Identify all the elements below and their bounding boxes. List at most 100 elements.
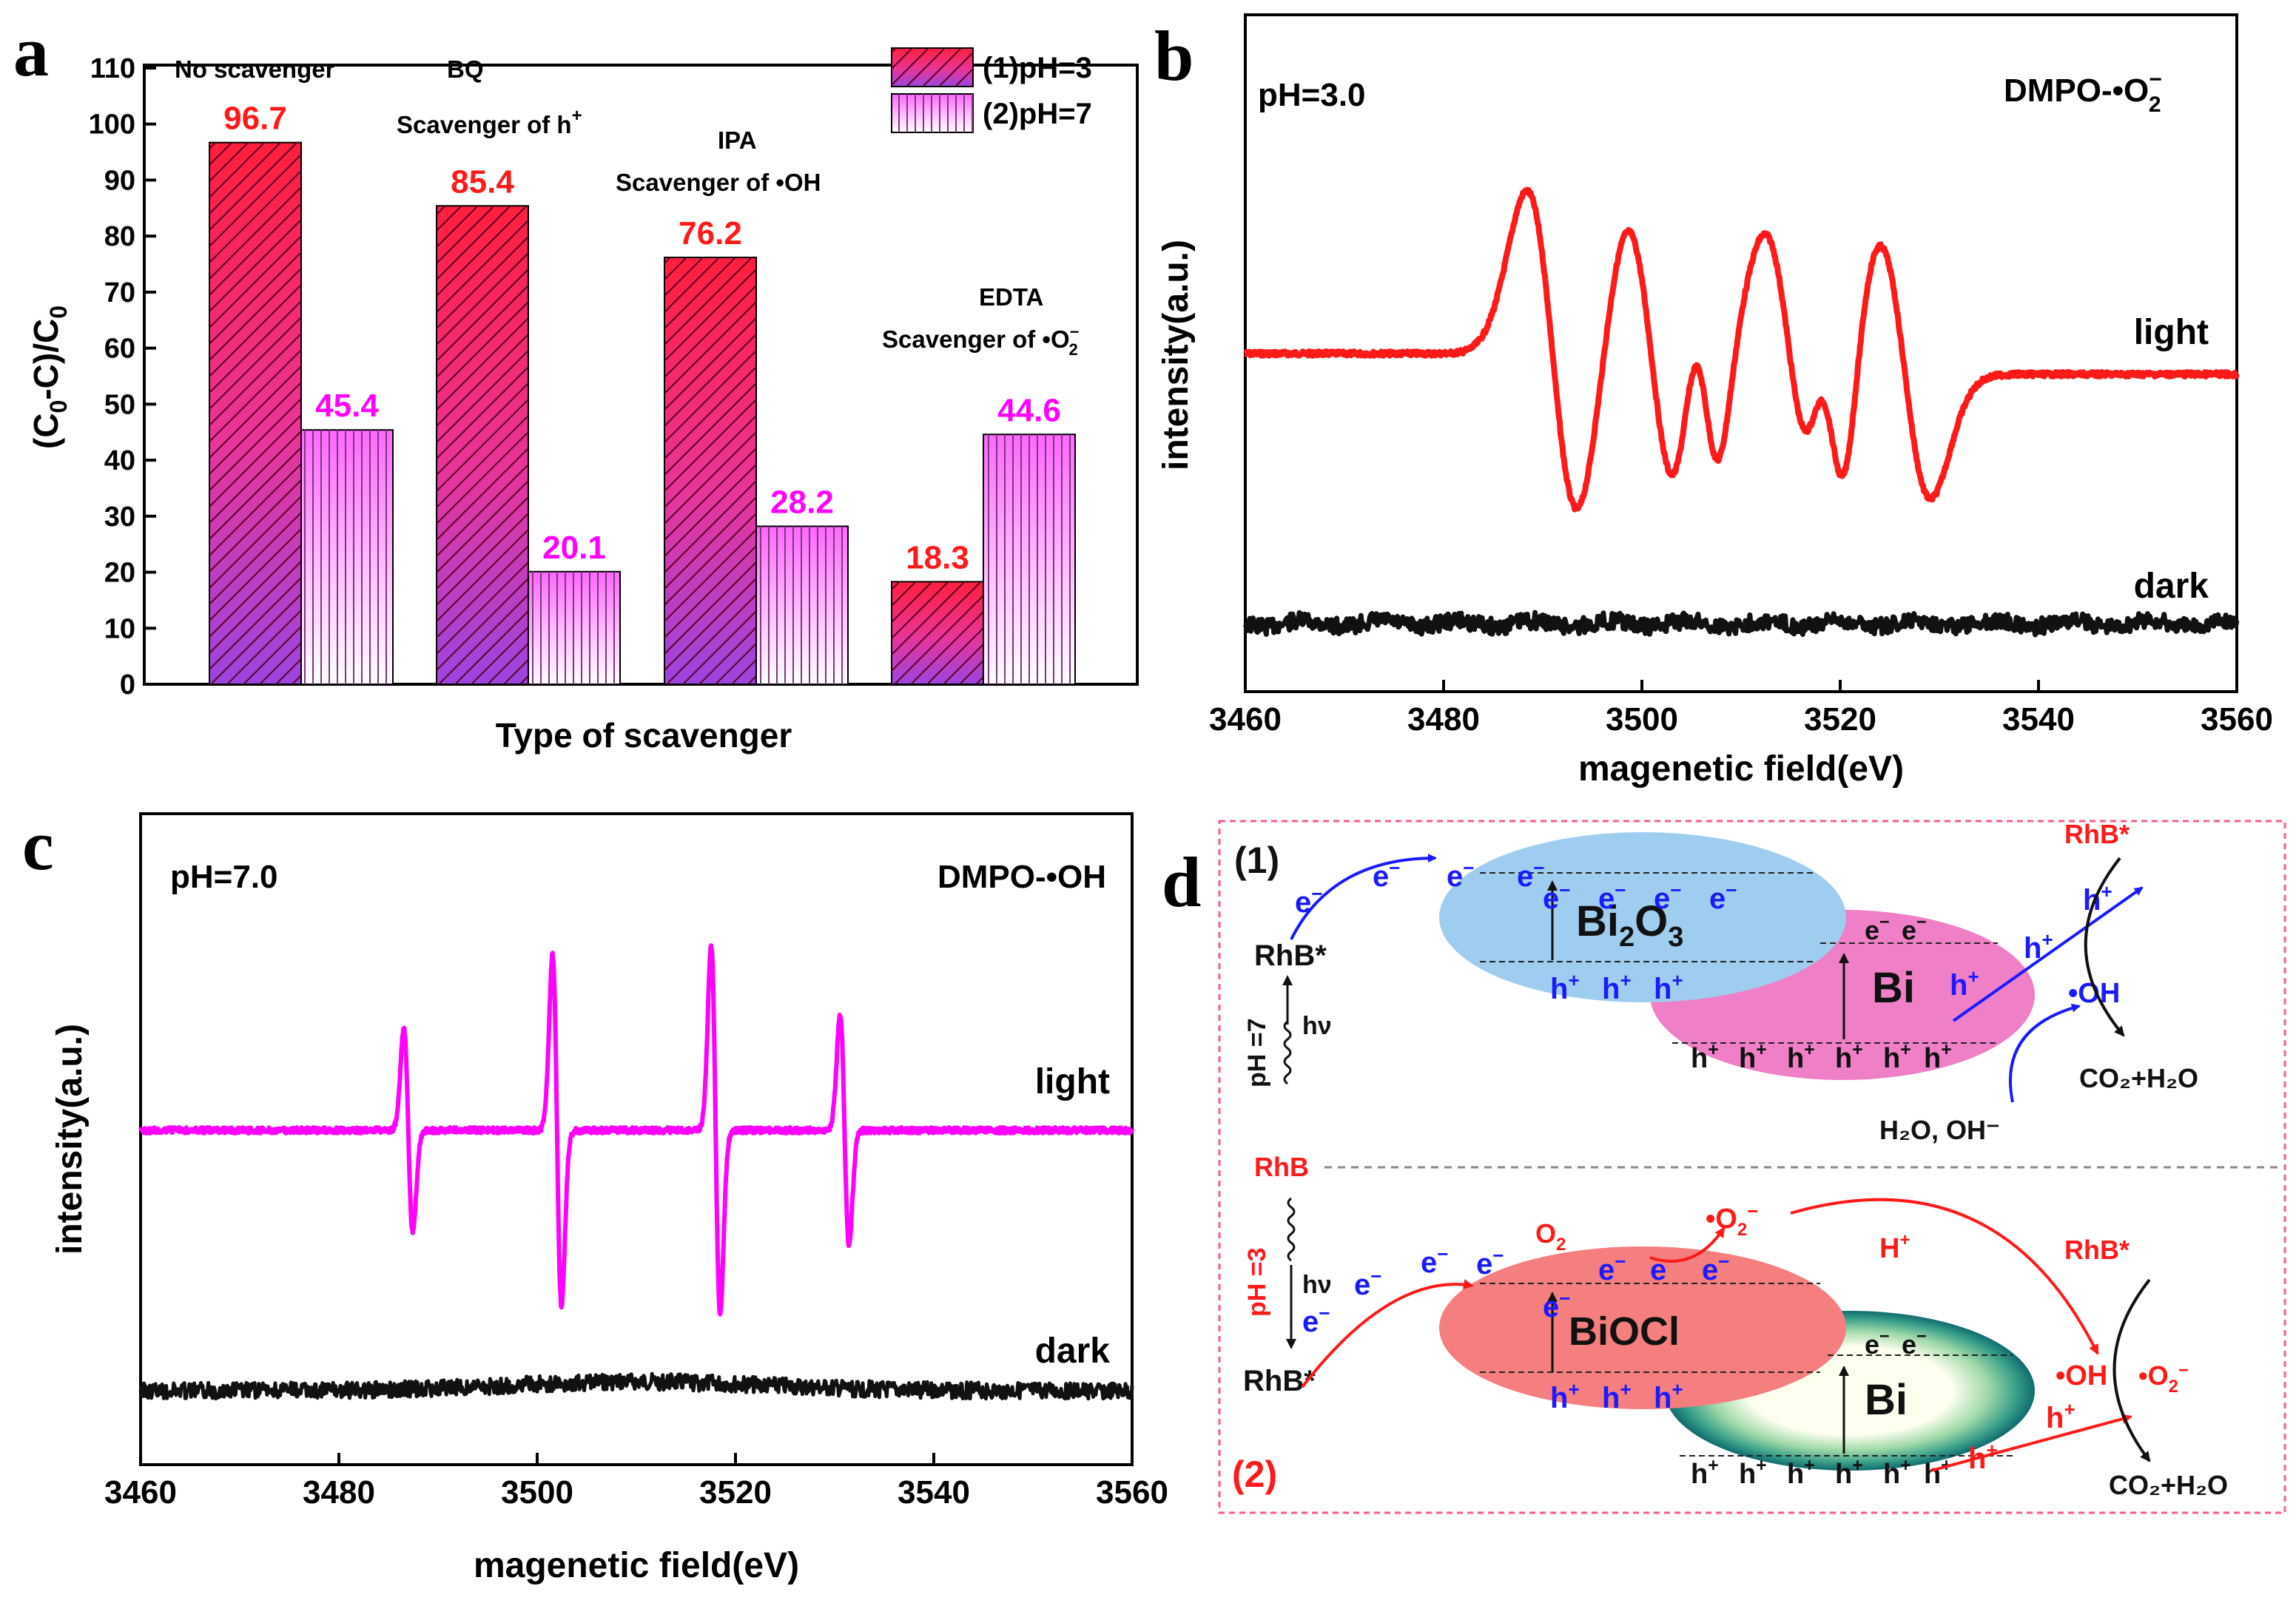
bi-label-1: Bi bbox=[1872, 964, 1915, 1012]
bi2o3-label: Bi2O3 bbox=[1576, 897, 1683, 953]
scheme1-tag: (1) bbox=[1234, 840, 1279, 881]
electron: e− bbox=[1654, 879, 1681, 915]
electron: e− bbox=[1302, 1302, 1330, 1338]
panel-b-ylabel: intensity(a.u.) bbox=[1157, 240, 1196, 470]
annotation-edta-sub: Scavenger of •O− 2 bbox=[882, 323, 1080, 359]
panel-a-letter: a bbox=[13, 12, 49, 91]
panel-a-y-ticks: 0 10 20 30 40 50 60 70 80 90 100 110 bbox=[89, 53, 156, 701]
electron: e− bbox=[1598, 879, 1626, 915]
y-tick-label: 110 bbox=[90, 53, 135, 84]
electron: e− bbox=[1902, 912, 1927, 945]
ph7-label: pH =7 bbox=[1243, 1018, 1271, 1087]
co2-h2o-2: CO₂+H₂O bbox=[2109, 1470, 2228, 1500]
bar-value-label: 85.4 bbox=[451, 163, 514, 200]
legend-label-ph7: (2)pH=7 bbox=[983, 98, 1092, 130]
bar-ph3-hatch bbox=[664, 257, 756, 684]
bi-label-2: Bi bbox=[1865, 1376, 1908, 1424]
panel-b: b 3460 3480 3500 3520 3540 3560 pH=3.0 DMPO-•… bbox=[1154, 13, 2273, 789]
y-tick-label: 0 bbox=[120, 669, 135, 701]
hole: h+ bbox=[1654, 969, 1683, 1005]
y-tick-label: 80 bbox=[104, 221, 135, 252]
hole: h+ bbox=[1691, 1456, 1719, 1490]
panel-c-frame bbox=[139, 812, 1134, 1466]
x-tick-label: 3460 bbox=[104, 1474, 177, 1511]
hole: h+ bbox=[2024, 928, 2053, 965]
bar-value-label: 28.2 bbox=[770, 484, 834, 520]
electron: e− bbox=[1598, 1250, 1626, 1286]
y-tick-label: 10 bbox=[104, 613, 135, 644]
annotation-bq-sub: Scavenger of h+ bbox=[397, 106, 582, 138]
panel-c-xlabel: magenetic field(eV) bbox=[474, 1546, 799, 1585]
hole: h+ bbox=[2046, 1398, 2076, 1434]
electron: e− bbox=[1354, 1265, 1381, 1301]
svg-text:(C0-C)/C0: (C0-C)/C0 bbox=[27, 306, 72, 449]
x-tick-label: 3540 bbox=[898, 1474, 970, 1511]
hole: h+ bbox=[1739, 1040, 1767, 1074]
panel-b-light-curve bbox=[1243, 186, 2240, 513]
panel-b-letter: b bbox=[1154, 16, 1194, 95]
panel-b-xlabel: magenetic field(eV) bbox=[1578, 749, 1904, 789]
panel-a-xlabel: Type of scavenger bbox=[496, 716, 792, 755]
x-tick-label: 3560 bbox=[1096, 1474, 1168, 1511]
panel-b-species: DMPO-•O− 2 bbox=[2004, 67, 2162, 117]
electron: e− bbox=[1447, 857, 1474, 893]
bar-ph3-hatch bbox=[892, 581, 983, 684]
panel-c-species: DMPO-•OH bbox=[937, 859, 1106, 895]
panel-d-frame bbox=[1218, 820, 2286, 1514]
bi2o3-ellipse bbox=[1439, 832, 1846, 1002]
bar-ph3-hatch bbox=[437, 206, 528, 685]
hole: h+ bbox=[1691, 1040, 1719, 1074]
panel-c-dark-curve bbox=[138, 1371, 1134, 1401]
panel-c-ylabel: intensity(a.u.) bbox=[50, 1024, 90, 1255]
panel-d-letter: d bbox=[1162, 843, 1201, 922]
x-tick-label: 3460 bbox=[1209, 701, 1282, 738]
y-tick-label: 20 bbox=[104, 558, 135, 589]
electron: e− bbox=[1865, 1326, 1890, 1360]
y-tick-label: 30 bbox=[104, 502, 135, 533]
hole: h+ bbox=[1602, 969, 1632, 1005]
biocl-ellipse bbox=[1439, 1246, 1846, 1409]
oh-radical-1: •OH bbox=[2068, 978, 2120, 1009]
bar-value-label: 76.2 bbox=[679, 215, 742, 252]
bar-value-label: 20.1 bbox=[542, 530, 606, 566]
rhb-star-3: RhB* bbox=[2064, 1235, 2130, 1265]
hole: h+ bbox=[1835, 1456, 1863, 1490]
panel-c-ph-label: pH=7.0 bbox=[170, 859, 278, 895]
electron: e− bbox=[1709, 879, 1737, 915]
bar-ph7-lines bbox=[528, 571, 620, 684]
scheme1-carriers: e−e− e− e−e− e− e− e−e− e−h+ h+ h+h+ h+ h+ h+ h+ h+h+… bbox=[1295, 857, 2112, 1074]
panel-b-ph-label: pH=3.0 bbox=[1258, 77, 1366, 113]
bar-ph3-hatch bbox=[209, 142, 301, 684]
y-tick-label: 50 bbox=[104, 389, 135, 420]
panel-c-light-curve bbox=[138, 943, 1134, 1317]
panel-c-x-ticks: 3460 3480 3500 3520 3540 3560 bbox=[104, 1453, 1168, 1511]
annotation-ipa-sub: Scavenger of •OH bbox=[616, 169, 821, 196]
electron: e− bbox=[1902, 1326, 1927, 1360]
rhb-label: RhB bbox=[1254, 1152, 1309, 1182]
bar-value-label: 96.7 bbox=[223, 101, 287, 137]
biocl-label: BiOCl bbox=[1569, 1309, 1680, 1354]
panel-c-light-label: light bbox=[1035, 1062, 1110, 1101]
annotation-bq: BQ bbox=[447, 55, 484, 83]
x-tick-label: 3520 bbox=[699, 1474, 772, 1511]
rhb-star-top: RhB* bbox=[2064, 819, 2130, 849]
hole: h+ bbox=[1602, 1378, 1632, 1414]
hole: h+ bbox=[1550, 969, 1580, 1005]
h-plus-label: H+ bbox=[1879, 1230, 1910, 1264]
electron: e− bbox=[1543, 879, 1570, 915]
hv-2: hν bbox=[1302, 1271, 1332, 1299]
hole: h+ bbox=[1924, 1456, 1952, 1490]
y-tick-label: 40 bbox=[104, 445, 135, 476]
hole: h+ bbox=[1883, 1456, 1911, 1490]
hole: h+ bbox=[1883, 1040, 1911, 1074]
y-tick-label: 100 bbox=[89, 109, 135, 141]
hole: h+ bbox=[1739, 1456, 1767, 1490]
panel-a: a 0 10 20 30 40 50 60 70 80 90 100 110 96.7 85.4 76.2… bbox=[13, 12, 1139, 755]
panel-b-dark-curve bbox=[1242, 610, 2240, 638]
h2o-oh-label: H₂O, OH⁻ bbox=[1879, 1115, 2000, 1145]
x-tick-label: 3480 bbox=[303, 1474, 375, 1511]
scheme2-tag: (2) bbox=[1232, 1454, 1277, 1495]
bar-value-label: 44.6 bbox=[997, 392, 1061, 428]
co2-h2o-1: CO₂+H₂O bbox=[2079, 1063, 2198, 1093]
